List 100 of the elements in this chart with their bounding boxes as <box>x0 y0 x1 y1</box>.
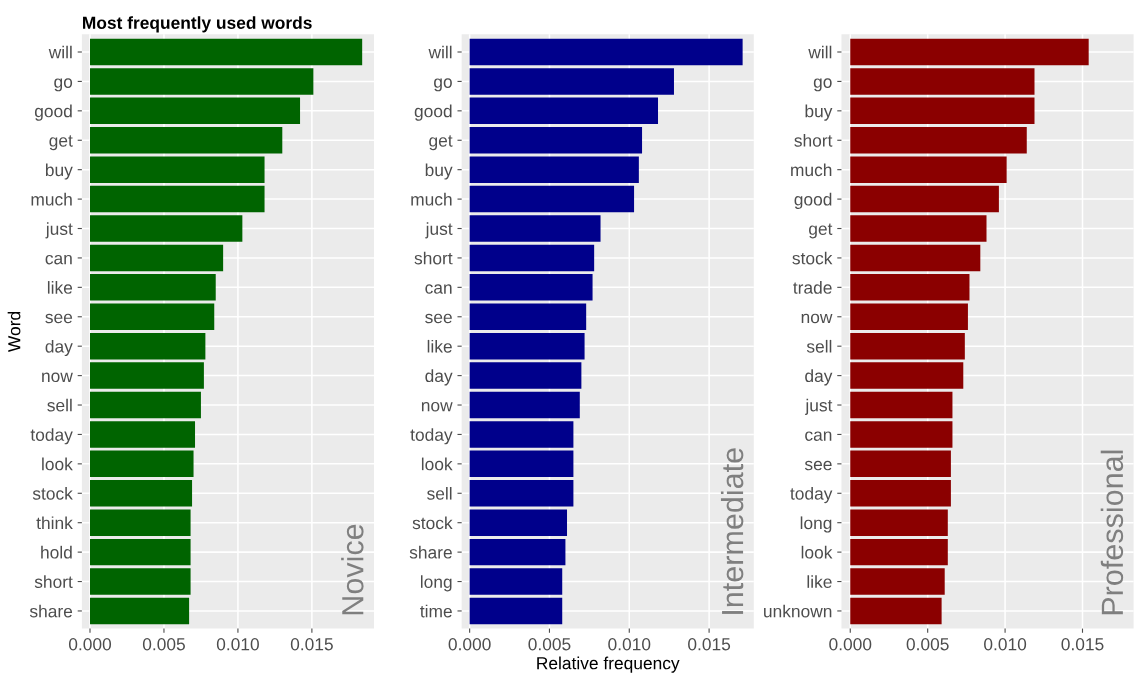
bar <box>469 509 568 536</box>
y-axis-title: Word <box>7 312 21 352</box>
y-tick-label: today <box>30 428 73 445</box>
bar <box>850 68 1035 95</box>
y-tick-label: much <box>411 192 452 206</box>
y-tick-label: look <box>801 545 833 559</box>
y-tick-label: go <box>54 78 73 92</box>
bar <box>90 538 191 566</box>
y-tick-label: today <box>790 486 833 504</box>
bar <box>469 274 593 301</box>
y-tick-label: share <box>29 604 73 618</box>
y-tick-label: much <box>31 192 72 206</box>
y-tick-label: short <box>794 133 833 147</box>
y-tick-label: go <box>434 78 452 92</box>
bar <box>469 38 743 66</box>
bar <box>90 597 190 625</box>
bar <box>90 421 196 448</box>
annotation: Professional <box>1100 450 1124 615</box>
bar <box>90 509 191 536</box>
bar <box>850 597 942 625</box>
bar <box>90 97 301 125</box>
y-tick-label: look <box>42 457 73 471</box>
y-tick-label: like <box>427 339 452 353</box>
bar <box>90 185 265 213</box>
bar <box>469 97 659 125</box>
bar <box>90 480 193 507</box>
y-tick-label: now <box>421 401 453 412</box>
bar <box>90 303 215 331</box>
x-tick-label: 0.015 <box>688 638 731 651</box>
y-tick-label: look <box>421 457 453 471</box>
bar <box>850 568 945 595</box>
y-tick-label: now <box>42 372 73 383</box>
bar <box>850 362 964 389</box>
y-tick-label: much <box>791 163 832 177</box>
y-tick-label: good <box>34 104 72 121</box>
bar <box>469 215 601 242</box>
y-tick-label: like <box>47 281 73 294</box>
bar <box>90 38 363 66</box>
x-tick-label: 0.000 <box>448 638 491 651</box>
bar <box>850 391 953 419</box>
bar <box>90 391 201 419</box>
y-tick-label: sell <box>806 339 832 353</box>
bar <box>850 244 981 272</box>
y-tick-label: buy <box>805 104 833 121</box>
y-tick-label: just <box>425 222 453 239</box>
y-tick-label: see <box>425 313 452 324</box>
bar <box>90 215 243 242</box>
bar <box>850 215 987 242</box>
bar <box>469 568 563 595</box>
y-tick-label: buy <box>45 163 73 180</box>
y-tick-label: share <box>409 545 452 559</box>
bar <box>469 391 580 419</box>
bar <box>850 274 970 301</box>
bar <box>469 303 587 331</box>
bar <box>850 303 968 331</box>
y-tick-label: stock <box>32 486 73 500</box>
bar <box>850 480 951 507</box>
y-tick-label: get <box>429 135 453 151</box>
y-tick-label: hold <box>41 545 72 559</box>
y-tick-label: see <box>804 460 832 471</box>
bar <box>850 185 999 213</box>
x-tick-label: 0.015 <box>290 638 333 651</box>
y-tick-label: think <box>36 516 73 530</box>
y-tick-label: get <box>49 135 73 151</box>
x-tick-label: 0.010 <box>608 638 651 651</box>
bar <box>469 127 643 154</box>
bar <box>90 274 216 301</box>
y-tick-label: day <box>805 369 833 386</box>
y-tick-label: short <box>34 575 73 588</box>
bar <box>850 97 1035 125</box>
y-tick-label: long <box>800 516 832 533</box>
bar <box>469 244 595 272</box>
y-tick-label: get <box>809 223 833 239</box>
bar <box>469 538 566 566</box>
bar <box>469 332 585 360</box>
y-tick-label: can <box>45 254 72 265</box>
y-tick-label: like <box>807 575 832 588</box>
bar <box>469 450 574 478</box>
x-tick-label: 0.010 <box>984 638 1027 651</box>
y-tick-label: just <box>45 222 73 239</box>
x-axis-title: Relative frequency <box>537 656 680 673</box>
y-tick-label: sell <box>47 398 72 412</box>
y-tick-label: stock <box>412 516 453 530</box>
y-tick-label: buy <box>425 163 453 180</box>
x-tick-label: 0.005 <box>906 638 949 651</box>
bar <box>90 568 191 595</box>
y-tick-label: will <box>48 45 72 59</box>
y-tick-label: long <box>420 575 452 592</box>
y-tick-label: time <box>420 604 452 618</box>
x-tick-label: 0.015 <box>1061 638 1104 651</box>
bar <box>90 68 314 95</box>
bar <box>469 480 574 507</box>
annotation: Novice <box>341 524 364 615</box>
y-tick-label: go <box>813 78 832 92</box>
bar <box>469 156 639 183</box>
y-tick-label: just <box>804 398 833 415</box>
y-tick-label: will <box>808 45 832 59</box>
y-tick-label: will <box>428 45 452 59</box>
y-tick-label: sell <box>427 486 452 500</box>
bar <box>90 127 283 154</box>
